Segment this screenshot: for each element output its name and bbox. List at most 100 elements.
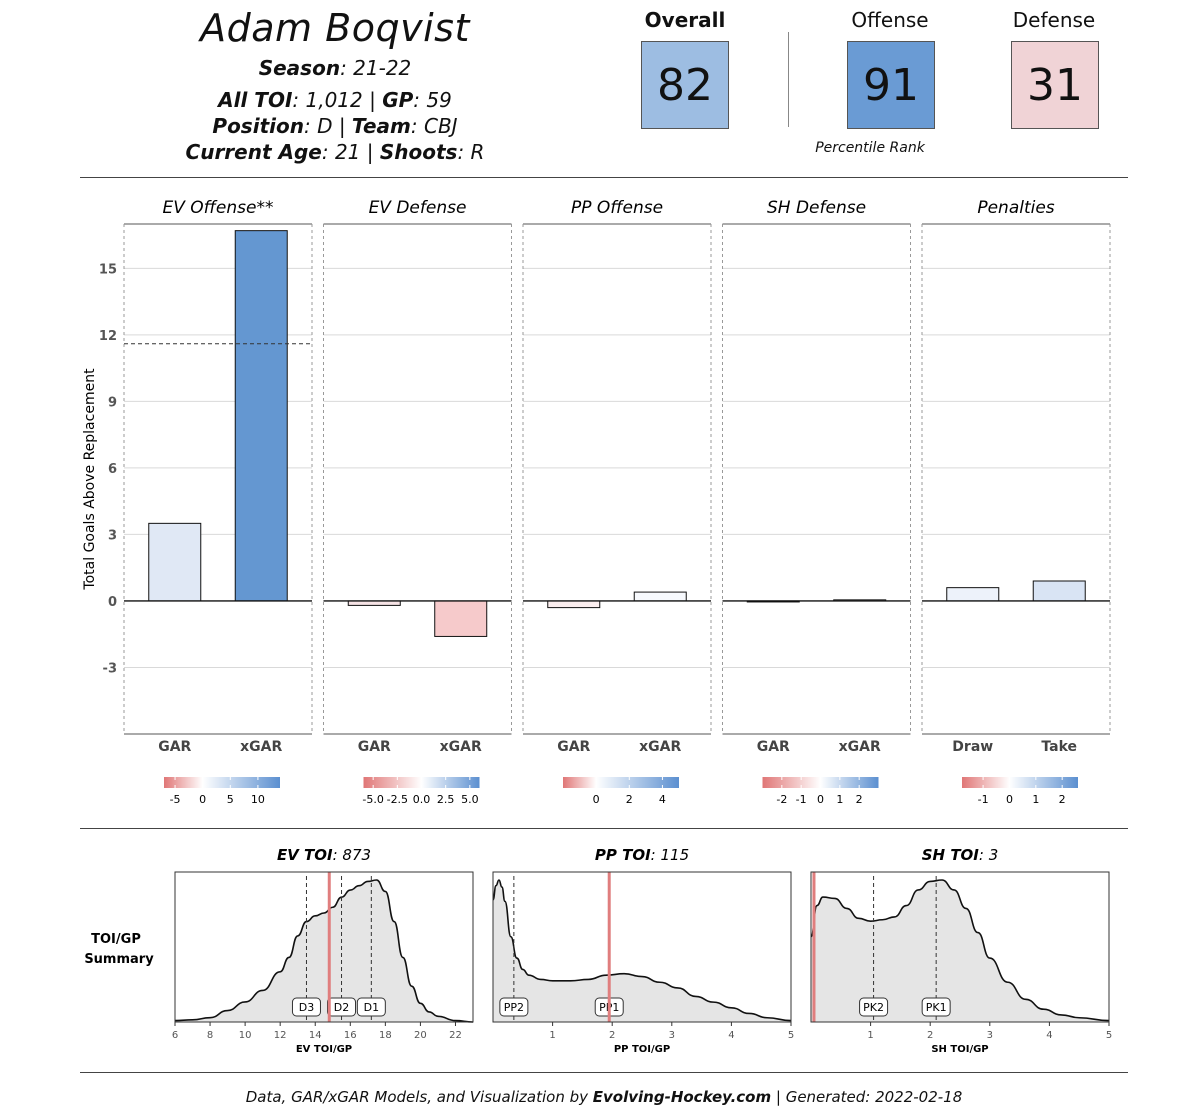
toi-panel: PP TOI: 115PP2PP112345PP TOI/GP <box>492 846 794 1055</box>
x-axis-label: SH TOI/GP <box>931 1044 988 1055</box>
x-tick-label: 1 <box>867 1030 873 1041</box>
gar-bar-chart: Total Goals Above Replacement-303691215E… <box>82 198 1111 806</box>
age-value: : 21 | <box>321 140 380 164</box>
footer-brand: Evolving-Hockey.com <box>592 1088 772 1106</box>
color-legend-bar <box>762 777 879 788</box>
y-tick-label: 3 <box>108 528 117 543</box>
x-tick-label: 3 <box>669 1030 675 1041</box>
legend-tick-label: 2 <box>856 793 863 806</box>
line-marker-label: PK1 <box>926 1001 947 1014</box>
row-label: Summary <box>84 952 154 967</box>
x-tick-label: 1 <box>549 1030 555 1041</box>
player-name: Adam Boqvist <box>200 6 470 50</box>
x-tick-label: 4 <box>728 1030 734 1041</box>
team-label: Team <box>351 114 411 138</box>
bar <box>434 600 488 637</box>
x-tick-label: 12 <box>274 1030 287 1041</box>
overall-rank-value: 82 <box>641 41 729 129</box>
x-tick-label: xGAR <box>240 739 282 755</box>
legend-tick-label: 0 <box>817 793 824 806</box>
legend-tick-label: 2 <box>626 793 633 806</box>
footer-prefix: Data, GAR/xGAR Models, and Visualization… <box>245 1088 593 1106</box>
panel-title: SH Defense <box>767 198 866 218</box>
panel-title: EV Defense <box>369 198 467 218</box>
legend-tick-label: 0 <box>1006 793 1013 806</box>
legend-tick-label: 5.0 <box>461 793 479 806</box>
bar <box>148 522 202 602</box>
x-tick-label: 6 <box>172 1030 178 1041</box>
y-axis-label: Total Goals Above Replacement <box>82 368 98 591</box>
x-tick-label: 4 <box>1046 1030 1052 1041</box>
panel-title: SH TOI: 3 <box>922 846 999 864</box>
legend-tick-label: 1 <box>836 793 843 806</box>
line-marker-label: PP2 <box>504 1001 524 1014</box>
legend-tick-label: 0.0 <box>413 793 431 806</box>
line-marker-badge <box>356 997 386 1017</box>
toi-panel: SH TOI: 3 PK2 PK1 1 2 3 4 5 SH TOI/GP <box>810 846 1112 1055</box>
legend-tick-label: 5 <box>227 793 234 806</box>
x-tick-label: 22 <box>449 1030 462 1041</box>
line-marker-badge <box>499 997 529 1017</box>
y-tick-label: 15 <box>99 262 117 277</box>
legend-tick-label: 10 <box>251 793 265 806</box>
legend-tick-label: 2 <box>1059 793 1066 806</box>
panel-title: EV TOI: 873 <box>277 846 371 864</box>
defense-rank-value: 31 <box>1011 41 1099 129</box>
y-tick-label: 9 <box>108 395 117 410</box>
row-label: TOI/GP <box>91 932 141 947</box>
y-tick-label: 12 <box>99 329 117 344</box>
density-line <box>810 879 1110 1022</box>
panel-frame <box>174 871 474 1023</box>
x-tick-label: 20 <box>414 1030 427 1041</box>
line-marker-label: PK2 <box>863 1001 884 1014</box>
line-marker-badge <box>327 997 357 1017</box>
gar-panel: EV Offense** GAR xGAR -5 0 5 10 <box>123 198 313 806</box>
legend-tick-label: -5.0 <box>362 793 383 806</box>
shoots-label: Shoots <box>379 140 458 164</box>
y-tick-label: 0 <box>108 595 117 610</box>
gp-label: GP <box>382 88 414 112</box>
gar-panel: Penalties Draw Take -1 0 1 2 <box>921 198 1111 806</box>
x-tick-label: 2 <box>927 1030 933 1041</box>
age-label: Current Age <box>185 140 322 164</box>
panel-frame <box>492 871 792 1023</box>
offense-rank-value: 91 <box>847 41 935 129</box>
position-value: : D | <box>303 114 352 138</box>
density-area <box>493 880 791 1022</box>
toi-label: All TOI <box>218 88 293 112</box>
toi-panel: EV TOI: 873 D3 D2 D1 6 8 10 12 14 16 18 20 22 EV TOI/… <box>172 846 474 1055</box>
top-divider <box>80 177 1128 178</box>
defense-rank-label: Defense <box>1012 8 1096 32</box>
x-axis-label: PP TOI/GP <box>614 1044 670 1055</box>
season-line: Season: 21-22 <box>130 56 540 80</box>
legend-tick-label: 4 <box>659 793 666 806</box>
x-tick-label: 16 <box>344 1030 357 1041</box>
line-marker-label: D3 <box>299 1001 314 1014</box>
x-tick-label: GAR <box>557 739 590 755</box>
middle-divider <box>80 828 1128 829</box>
x-tick-label: xGAR <box>639 739 681 755</box>
legend-tick-label: -5 <box>170 793 181 806</box>
x-tick-label: xGAR <box>440 739 482 755</box>
line-marker-badge <box>859 997 889 1017</box>
y-tick-label: 6 <box>108 462 117 477</box>
overall-rank-label: Overall <box>644 8 726 32</box>
legend-tick-label: -1 <box>978 793 989 806</box>
bar <box>633 591 687 602</box>
legend-tick-label: -2.5 <box>387 793 408 806</box>
shoots-value: : R <box>457 140 485 164</box>
x-tick-label: Take <box>1041 739 1077 755</box>
x-tick-label: 8 <box>207 1030 213 1041</box>
gar-panel: PP Offense GAR xGAR 0 2 4 <box>522 198 712 806</box>
position-team-line: Position: D | Team: CBJ <box>130 114 540 138</box>
line-marker-label: D1 <box>364 1001 379 1014</box>
x-tick-label: 18 <box>379 1030 392 1041</box>
line-marker-badge <box>291 997 321 1017</box>
offense-rank-label: Offense <box>851 8 929 32</box>
panel-title: Penalties <box>977 198 1054 218</box>
bottom-divider <box>80 1072 1128 1073</box>
x-tick-label: GAR <box>158 739 191 755</box>
x-axis-label: EV TOI/GP <box>296 1044 352 1055</box>
